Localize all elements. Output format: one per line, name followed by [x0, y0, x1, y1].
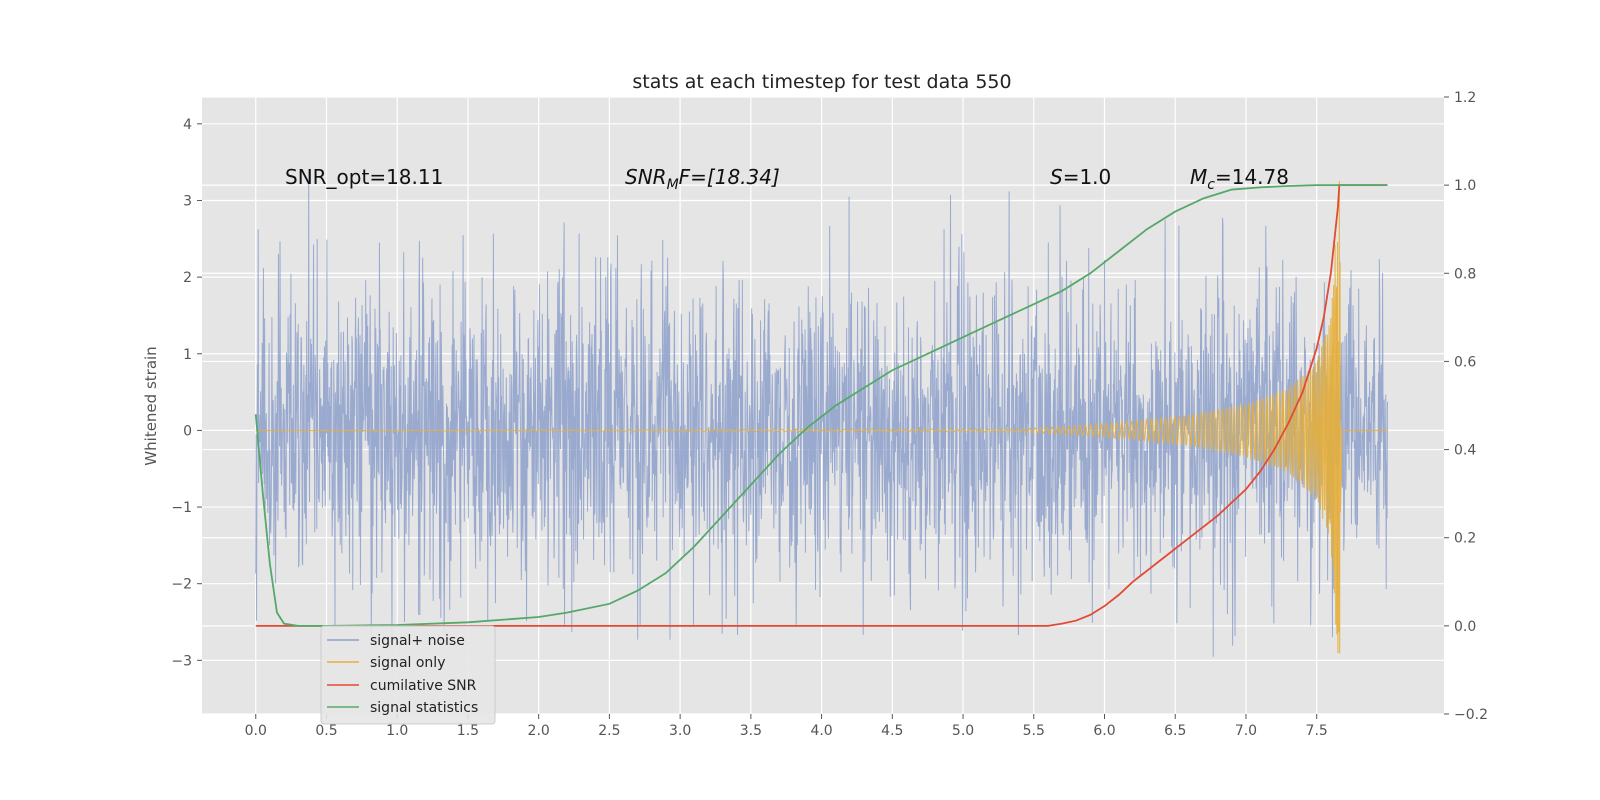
y2-tick-label: 0.2 [1454, 531, 1476, 547]
annotation-mc-value: =14.78 [1215, 165, 1289, 189]
legend-label-signal-statistics: signal statistics [370, 700, 478, 716]
y-tick-label: 3 [183, 193, 192, 209]
y2-tick-label: 0.4 [1454, 443, 1476, 459]
x-tick-label: 7.5 [1306, 723, 1328, 739]
series-signal-only [255, 180, 1388, 654]
x-tick-label: 5.0 [952, 723, 974, 739]
annotation-snr-mf-rest: F=[18.34] [679, 165, 780, 189]
x-tick-label: 2.5 [598, 723, 620, 739]
y-tick-label: −2 [171, 577, 192, 593]
y2-tick-label: 0.0 [1454, 619, 1476, 635]
x-axis-ticks: 0.0 0.5 1.0 1.5 2.0 2.5 3.0 3.5 4.0 4.5 5.0 5.5 6.0 6… [245, 714, 1328, 739]
signal-only-line [255, 180, 1388, 654]
y2-tick-label: 1.0 [1454, 178, 1476, 194]
y2-tick-label: −0.2 [1454, 707, 1488, 723]
y2-tick-label: 0.6 [1454, 354, 1476, 370]
x-tick-label: 4.0 [810, 723, 832, 739]
legend-label-cumilative-snr: cumilative SNR [370, 678, 477, 694]
chart-title: stats at each timestep for test data 550 [632, 71, 1011, 93]
y-tick-label: −1 [171, 500, 192, 516]
annotation-snr-mf-sub: M [667, 177, 679, 193]
y-tick-label: −3 [171, 653, 192, 669]
legend-label-signal-noise: signal+ noise [370, 633, 465, 649]
x-tick-label: 4.5 [881, 723, 903, 739]
y-tick-label: 1 [183, 347, 192, 363]
legend: signal+ noise signal only cumilative SNR… [320, 625, 496, 725]
x-tick-label: 0.5 [315, 723, 337, 739]
cumilative-snr-line [255, 184, 1388, 627]
annotation-snr-opt: SNR_opt=18.11 [285, 165, 443, 189]
annotation-mc-symbol: M [1190, 165, 1207, 189]
series-signal-noise [255, 168, 1388, 657]
x-tick-label: 2.0 [528, 723, 550, 739]
annotation-snr-mf: SNRMF=[18.34] [625, 165, 780, 193]
x-tick-label: 6.5 [1164, 723, 1186, 739]
x-tick-label: 1.5 [457, 723, 479, 739]
x-tick-label: 1.0 [386, 723, 408, 739]
x-tick-label: 6.0 [1093, 723, 1115, 739]
annotation-snr-mf-base: SNR [625, 165, 667, 189]
y-tick-label: 0 [183, 423, 192, 439]
x-tick-label: 7.0 [1235, 723, 1257, 739]
y-axis-label: Whitened strain [142, 346, 160, 465]
y2-tick-label: 1.2 [1454, 90, 1476, 106]
annotation-s-symbol: S [1050, 165, 1063, 189]
x-tick-label: 5.5 [1023, 723, 1045, 739]
x-tick-label: 0.0 [245, 723, 267, 739]
y-axis-ticks: −3 −2 −1 0 1 2 3 4 [171, 117, 202, 669]
y-tick-label: 2 [183, 270, 192, 286]
y2-tick-label: 0.8 [1454, 266, 1476, 282]
legend-box [320, 625, 496, 725]
annotation-mc-sub: c [1207, 177, 1215, 193]
annotation-s-value: =1.0 [1063, 165, 1112, 189]
annotation-s: S=1.0 [1050, 165, 1111, 189]
annotation-mc: Mc=14.78 [1190, 165, 1289, 193]
x-tick-label: 3.5 [740, 723, 762, 739]
x-tick-label: 3.0 [669, 723, 691, 739]
y2-axis-ticks: −0.2 0.0 0.2 0.4 0.6 0.8 1.0 1.2 [1444, 90, 1488, 723]
y-tick-label: 4 [183, 117, 192, 133]
legend-label-signal-only: signal only [370, 655, 445, 671]
noise-line [255, 168, 1388, 657]
